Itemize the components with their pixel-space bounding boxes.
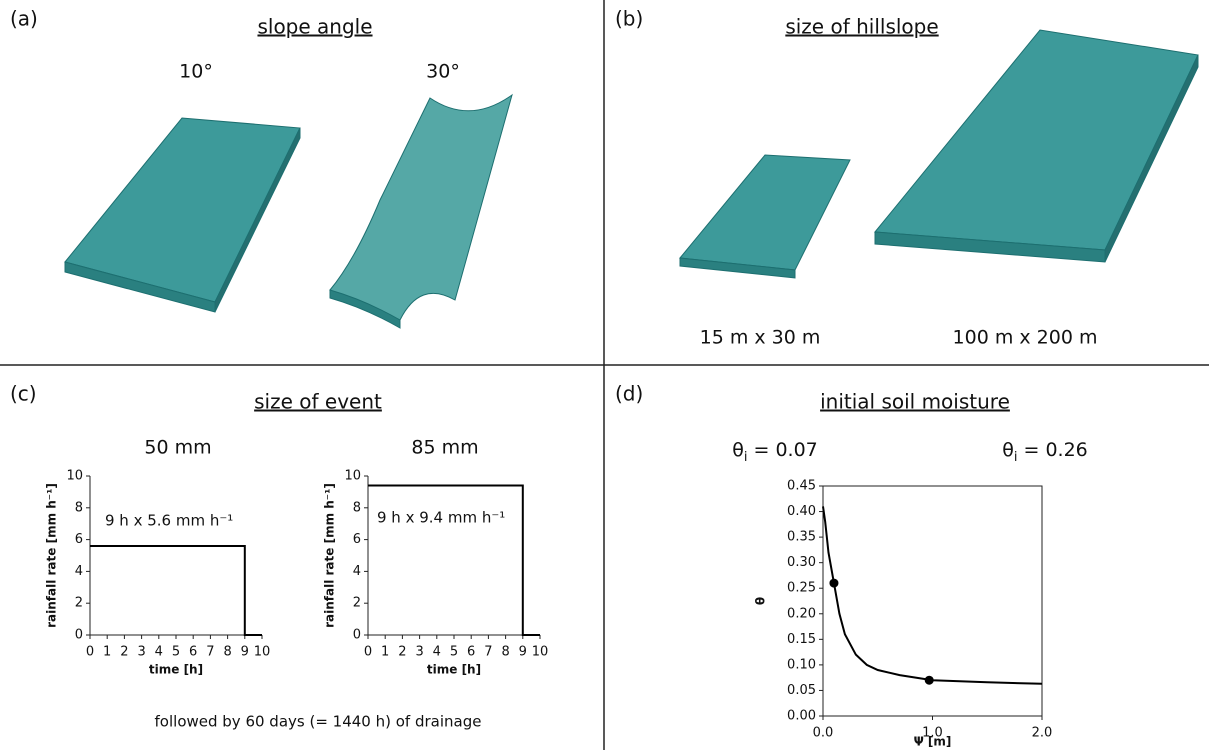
caption-symbol: θ xyxy=(1002,439,1014,461)
x-tick-label: 0 xyxy=(86,645,94,660)
x-tick-label: 8 xyxy=(501,645,509,660)
x-tick-label: 7 xyxy=(484,645,492,660)
x-tick-label: 3 xyxy=(137,645,145,660)
x-tick-label: 1.0 xyxy=(922,726,943,741)
y-tick-label: 2 xyxy=(353,596,361,611)
x-tick-label: 2.0 xyxy=(1032,726,1053,741)
x-tick-label: 6 xyxy=(189,645,197,660)
x-tick-label: 4 xyxy=(433,645,441,660)
caption-subscript: i xyxy=(744,450,748,465)
mesh-30deg xyxy=(329,93,513,329)
x-tick-label: 3 xyxy=(415,645,423,660)
x-tick-label: 1 xyxy=(103,645,111,660)
x-tick-label: 5 xyxy=(450,645,458,660)
data-line xyxy=(822,506,1043,685)
caption-subscript: i xyxy=(1014,450,1018,465)
panel-label: (b) xyxy=(615,7,643,31)
y-tick-label: 10 xyxy=(66,469,83,484)
y-tick-label: 4 xyxy=(75,564,83,579)
x-tick-label: 2 xyxy=(398,645,406,660)
x-tick-label: 10 xyxy=(532,645,549,660)
annotation: 9 h x 5.6 mm h⁻¹ xyxy=(105,512,233,530)
x-tick-label: 0.0 xyxy=(813,726,834,741)
panel-label: (c) xyxy=(10,382,37,406)
panel-title: size of event xyxy=(254,390,382,414)
y-axis-label: rainfall rate [mm h⁻¹] xyxy=(45,483,59,628)
y-tick-label: 0 xyxy=(353,628,361,643)
y-tick-label: 6 xyxy=(353,532,361,547)
y-tick-label: 0.35 xyxy=(787,530,816,545)
mesh-small xyxy=(679,154,851,279)
caption: 85 mm xyxy=(411,437,478,459)
x-axis-label: time [h] xyxy=(149,663,203,677)
data-line xyxy=(368,484,540,636)
y-tick-label: 8 xyxy=(75,500,83,515)
panel-label: (d) xyxy=(615,382,643,406)
caption-text: = 0.26 xyxy=(1017,439,1087,461)
x-tick-label: 10 xyxy=(254,645,271,660)
panel-title: slope angle xyxy=(257,15,372,39)
y-tick-label: 10 xyxy=(344,469,361,484)
y-tick-label: 0.20 xyxy=(787,606,816,621)
x-axis-label: Ψ [m] xyxy=(914,735,952,749)
x-tick-label: 9 xyxy=(241,645,249,660)
caption-text: = 0.07 xyxy=(747,439,817,461)
y-tick-label: 6 xyxy=(75,532,83,547)
data-line xyxy=(90,544,262,636)
annotation: 9 h x 9.4 mm h⁻¹ xyxy=(377,509,505,527)
caption: θi = 0.07 xyxy=(732,439,818,466)
caption: θi = 0.26 xyxy=(1002,439,1088,466)
x-tick-label: 2 xyxy=(120,645,128,660)
note: followed by 60 days (= 1440 h) of draina… xyxy=(155,713,482,731)
panel-label: (a) xyxy=(10,7,38,31)
x-tick-label: 0 xyxy=(364,645,372,660)
caption: 100 m x 200 m xyxy=(953,327,1098,349)
caption: 10° xyxy=(179,61,213,83)
y-tick-label: 0.10 xyxy=(787,657,816,672)
y-tick-label: 0.45 xyxy=(787,479,816,494)
y-tick-label: 4 xyxy=(353,564,361,579)
x-tick-label: 1 xyxy=(381,645,389,660)
y-axis-label: rainfall rate [mm h⁻¹] xyxy=(323,483,337,628)
y-tick-label: 0.40 xyxy=(787,504,816,519)
y-tick-label: 0.25 xyxy=(787,581,816,596)
y-tick-label: 8 xyxy=(353,500,361,515)
panel-title: size of hillslope xyxy=(785,15,938,39)
mesh-10deg xyxy=(64,117,301,313)
caption: 15 m x 30 m xyxy=(700,327,821,349)
y-tick-label: 0.00 xyxy=(787,709,816,724)
y-tick-label: 0.30 xyxy=(787,555,816,570)
x-tick-label: 9 xyxy=(519,645,527,660)
x-tick-label: 5 xyxy=(172,645,180,660)
y-tick-label: 0.15 xyxy=(787,632,816,647)
mesh-large xyxy=(874,29,1199,263)
x-tick-label: 4 xyxy=(155,645,163,660)
data-point xyxy=(924,675,934,685)
y-tick-label: 0 xyxy=(75,628,83,643)
x-tick-label: 6 xyxy=(467,645,475,660)
x-tick-label: 8 xyxy=(223,645,231,660)
caption: 50 mm xyxy=(144,437,211,459)
panel-title: initial soil moisture xyxy=(820,390,1010,414)
y-tick-label: 2 xyxy=(75,596,83,611)
x-tick-label: 7 xyxy=(206,645,214,660)
y-axis-label: θ xyxy=(754,597,768,605)
data-point xyxy=(829,578,839,588)
caption: 30° xyxy=(426,61,460,83)
y-tick-label: 0.05 xyxy=(787,683,816,698)
caption-symbol: θ xyxy=(732,439,744,461)
x-axis-label: time [h] xyxy=(427,663,481,677)
